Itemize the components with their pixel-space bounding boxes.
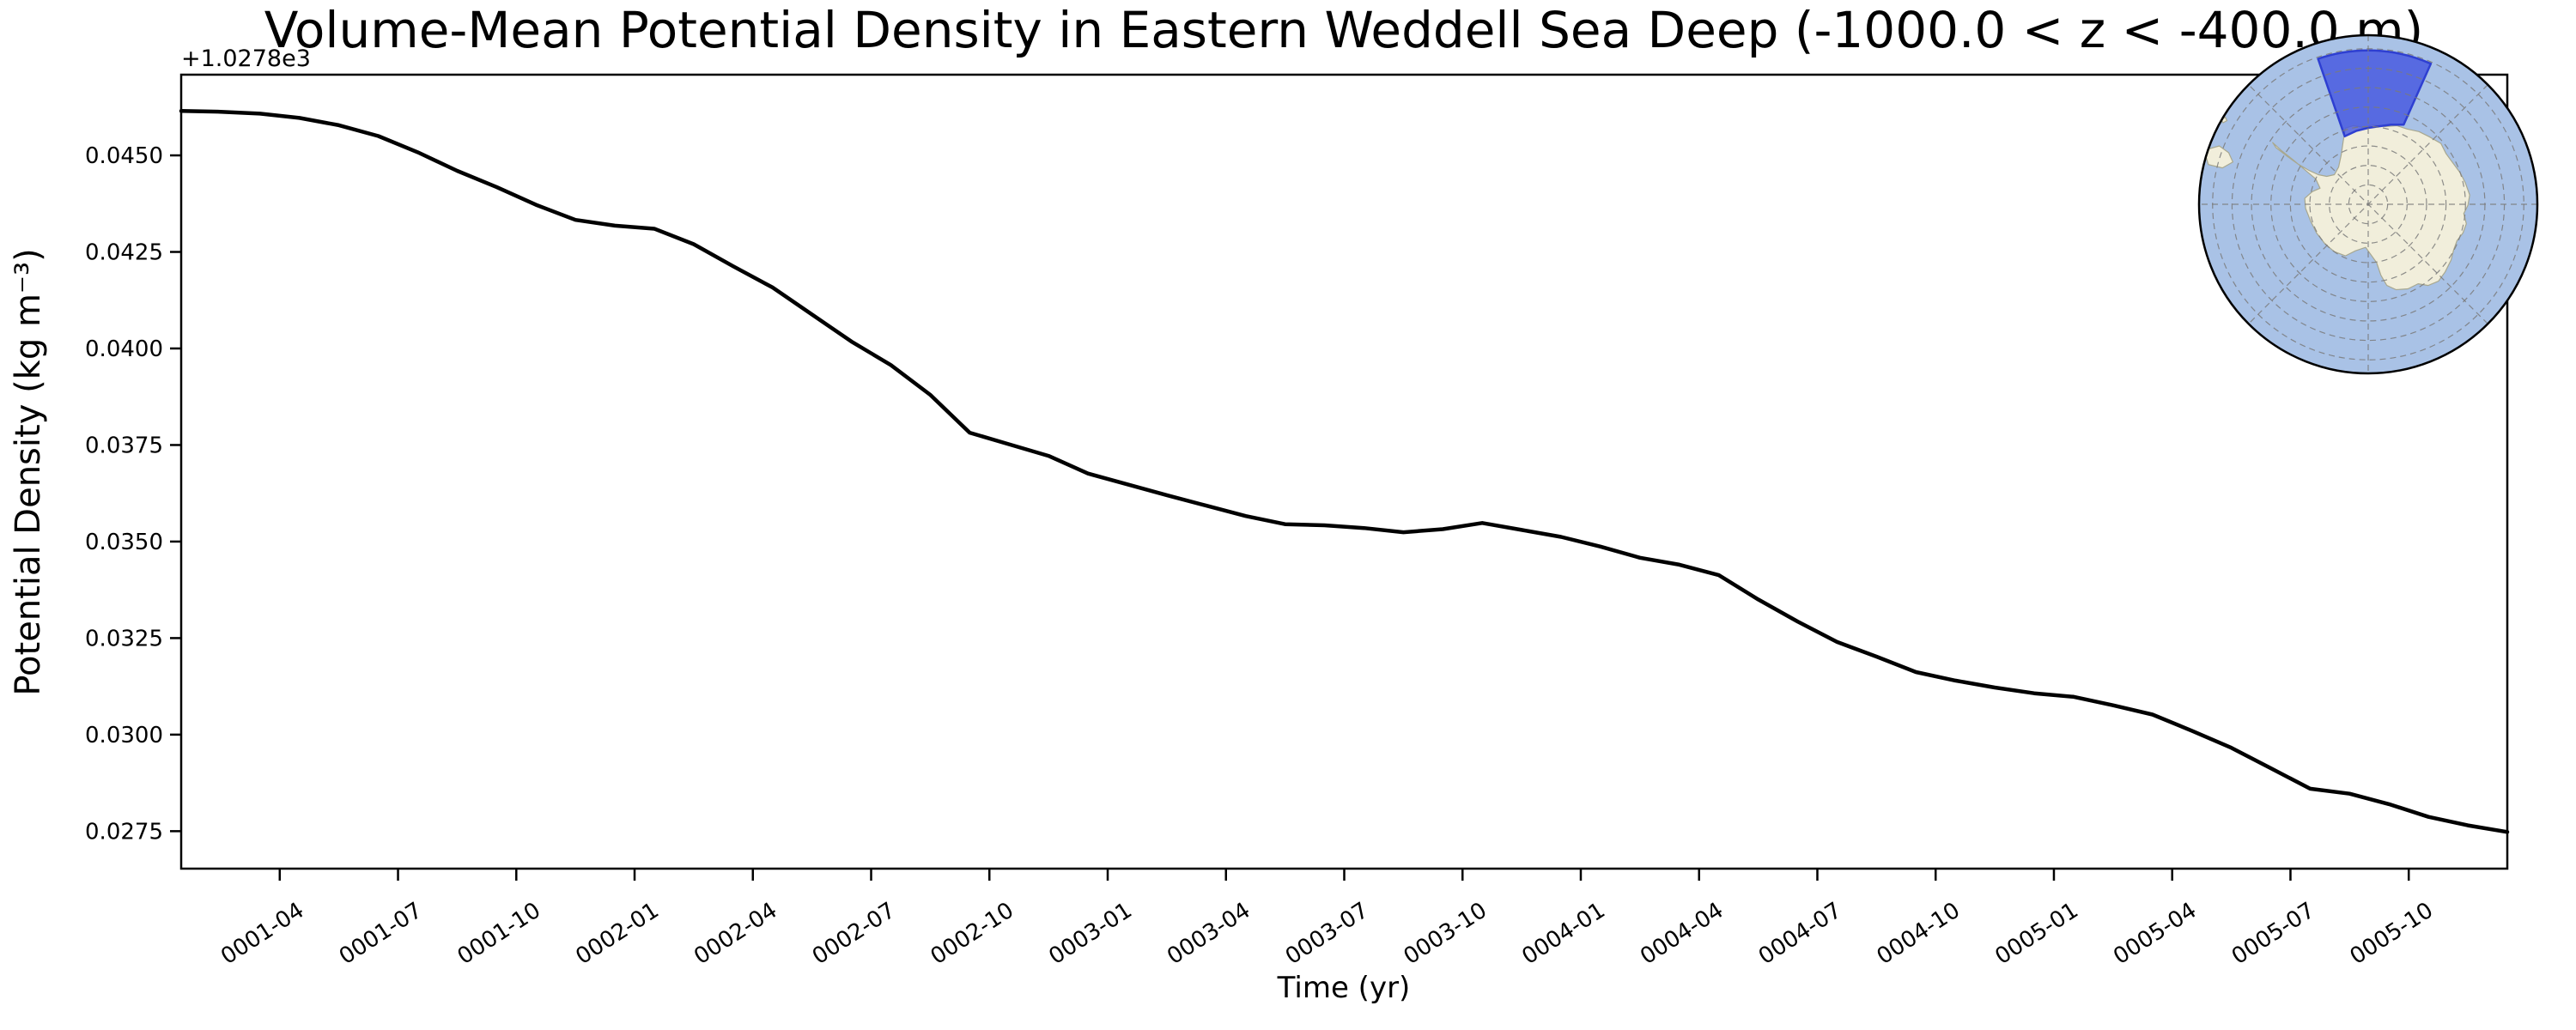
y-axis-ticks: 0.0450 0.0425 0.0400 0.0375 0.0350 0.0325 0.03…	[85, 143, 181, 845]
x-tick-label: 0003-04	[1163, 898, 1255, 970]
x-tick-label: 0002-04	[690, 898, 781, 970]
antarctica-inset-map	[2197, 33, 2539, 375]
density-line-series	[179, 109, 2510, 834]
y-tick-label: 0.0300	[85, 723, 163, 748]
y-tick-label: 0.0275	[85, 819, 163, 845]
x-tick-label: 0005-10	[2346, 898, 2438, 970]
y-axis-label: Potential Density (kg m⁻³)	[9, 248, 48, 695]
axes-spines	[179, 73, 2509, 870]
x-tick-label: 0005-01	[1990, 898, 2082, 970]
graticule-parallel	[2270, 106, 2466, 302]
inset-map-content	[2199, 35, 2537, 373]
x-tick-label: 0001-07	[335, 898, 427, 970]
y-tick-label: 0.0425	[85, 240, 163, 266]
y-tick-label: 0.0325	[85, 626, 163, 651]
x-tick-label: 0004-01	[1517, 898, 1609, 970]
graticule-meridian	[2248, 84, 2488, 324]
inset-map-outline	[2197, 33, 2539, 375]
x-axis-ticks: 0001-04 0001-07 0001-10 0002-01 0002-04 0002-…	[216, 869, 2438, 970]
chart-title: Volume-Mean Potential Density in Eastern…	[264, 1, 2424, 59]
x-tick-label: 0001-10	[453, 898, 545, 970]
x-axis-label: Time (yr)	[1277, 971, 1411, 1005]
x-tick-label: 0003-07	[1281, 898, 1373, 970]
x-tick-label: 0005-04	[2109, 898, 2201, 970]
island-landmass	[2203, 145, 2234, 169]
plot-border	[179, 73, 2509, 870]
x-tick-label: 0004-07	[1754, 898, 1846, 970]
x-tick-label: 0002-07	[808, 898, 900, 970]
x-tick-label: 0002-01	[571, 898, 663, 970]
x-tick-label: 0001-04	[216, 898, 308, 970]
graticule-parallel	[2289, 125, 2447, 283]
y-axis-offset-label: +1.0278e3	[181, 45, 311, 72]
x-tick-label: 0004-10	[1873, 898, 1965, 970]
y-tick-label: 0.0400	[85, 336, 163, 362]
y-tick-label: 0.0350	[85, 530, 163, 555]
data-series	[179, 109, 2510, 834]
y-tick-label: 0.0450	[85, 143, 163, 169]
y-tick-label: 0.0375	[85, 433, 163, 458]
graticule-parallel	[2309, 145, 2427, 264]
x-tick-label: 0003-01	[1044, 898, 1136, 970]
x-tick-label: 0003-10	[1400, 898, 1492, 970]
x-tick-label: 0005-07	[2227, 898, 2319, 970]
x-tick-label: 0004-04	[1636, 898, 1728, 970]
x-tick-label: 0002-10	[927, 898, 1018, 970]
graticule-parallel	[2329, 165, 2408, 244]
